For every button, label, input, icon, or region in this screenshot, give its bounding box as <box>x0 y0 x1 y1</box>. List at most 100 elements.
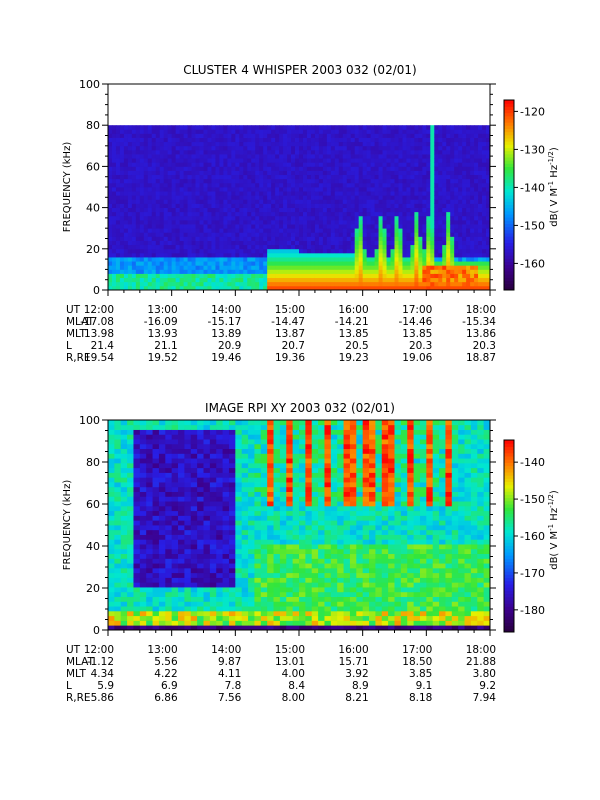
spectrogram-cell <box>478 145 483 151</box>
spectrogram-cell <box>434 145 439 151</box>
spectrogram-cell <box>422 215 427 221</box>
spectrogram-cell <box>228 515 236 521</box>
spectrogram-cell <box>209 534 217 540</box>
spectrogram-cell <box>223 285 228 291</box>
spectrogram-cell <box>190 477 198 483</box>
spectrogram-cell <box>478 170 483 176</box>
spectrogram-cell <box>171 211 177 217</box>
spectrogram-cell <box>120 424 128 430</box>
spectrogram-cell <box>295 125 300 130</box>
spectrogram-cell <box>184 548 192 555</box>
spectrogram-cell <box>235 257 240 262</box>
spectrogram-cell <box>470 228 475 233</box>
spectrogram-cell <box>183 191 188 196</box>
spectrogram-cell <box>370 129 376 134</box>
spectrogram-cell <box>342 261 348 266</box>
spectrogram-cell <box>158 491 166 497</box>
spectrogram-cell <box>267 166 272 171</box>
spectrogram-cell <box>235 606 243 612</box>
colorbar-segment <box>504 217 514 221</box>
spectrogram-cell <box>390 211 395 217</box>
spectrogram-cell <box>228 582 236 588</box>
spectrogram-cell <box>120 572 128 578</box>
spectrogram-cell <box>394 232 399 237</box>
spectrogram-cell <box>287 269 292 274</box>
spectrogram-cell <box>123 158 129 163</box>
spectrogram-cell <box>207 178 212 184</box>
spectrogram-cell <box>279 203 284 208</box>
spectrogram-cell <box>120 491 128 497</box>
spectrogram-cell <box>219 285 224 291</box>
spectrogram-cell <box>178 491 185 497</box>
spectrogram-cell <box>279 178 284 184</box>
spectrogram-cell <box>209 563 217 569</box>
spectrogram-cell <box>299 265 304 270</box>
spectrogram-cell <box>259 261 264 266</box>
spectrogram-cell <box>338 215 344 221</box>
spectrogram-cell <box>133 496 141 502</box>
spectrogram-cell <box>239 203 244 208</box>
spectrogram-cell <box>178 572 185 578</box>
spectrogram-cell <box>346 211 352 217</box>
spectrogram-cell <box>366 207 372 213</box>
spectrogram-cell <box>127 236 133 241</box>
spectrogram-cell <box>370 137 376 143</box>
spectrogram-cell <box>147 187 153 192</box>
spectrogram-cell <box>179 273 185 279</box>
spectrogram-cell <box>251 240 256 246</box>
spectrogram-cell <box>255 261 260 266</box>
spectrogram-cell <box>466 285 471 291</box>
spectrogram-cell <box>147 158 153 163</box>
spectrogram-cell <box>442 273 447 279</box>
spectrogram-cell <box>183 166 188 171</box>
spectrogram-cell <box>216 472 223 478</box>
spectrogram-cell <box>187 141 192 147</box>
spectrogram-cell <box>362 232 368 237</box>
spectrogram-cell <box>275 174 280 180</box>
spectrogram-cell <box>114 601 122 607</box>
spectrogram-cell <box>158 472 166 478</box>
spectrogram-cell <box>450 125 455 130</box>
spectrogram-cell <box>216 577 223 583</box>
spectrogram-cell <box>151 261 157 266</box>
spectrogram-cell <box>127 615 134 621</box>
ephemeris-value: 21.4 <box>91 340 115 352</box>
spectrogram-cell <box>422 265 427 270</box>
spectrogram-cell <box>178 596 185 602</box>
spectrogram-cell <box>378 141 383 147</box>
spectrogram-cell <box>482 207 487 213</box>
spectrogram-cell <box>283 285 288 291</box>
spectrogram-cell <box>386 211 391 217</box>
spectrogram-cell <box>215 219 220 225</box>
spectrogram-cell <box>120 525 128 531</box>
spectrogram-cell <box>322 244 328 250</box>
spectrogram-cell <box>267 244 272 250</box>
spectrogram-cell <box>267 219 272 225</box>
spectrogram-cell <box>338 162 344 167</box>
spectrogram-cell <box>231 240 236 246</box>
spectrogram-cell <box>362 240 368 246</box>
spectrogram-cell <box>306 215 312 221</box>
spectrogram-cell <box>179 174 185 180</box>
spectrogram-cell <box>450 228 455 233</box>
spectrogram-cell <box>358 281 364 287</box>
spectrogram-cell <box>466 199 471 204</box>
spectrogram-cell <box>402 257 407 262</box>
spectrogram-cell <box>115 158 121 163</box>
spectrogram-cell <box>131 211 137 217</box>
spectrogram-cell <box>342 228 348 233</box>
spectrogram-cell <box>354 244 360 250</box>
spectrogram-cell <box>402 125 407 130</box>
spectrogram-cell <box>146 544 153 550</box>
spectrogram-cell <box>187 149 192 155</box>
spectrogram-cell <box>199 219 204 225</box>
spectrogram-cell <box>426 240 431 246</box>
spectrogram-cell <box>243 137 248 143</box>
spectrogram-cell <box>398 215 403 221</box>
spectrogram-cell <box>302 261 308 266</box>
spectrogram-cell <box>279 199 284 204</box>
spectrogram-cell <box>209 544 217 550</box>
spectrogram-cell <box>197 587 204 593</box>
spectrogram-cell <box>127 439 134 445</box>
spectrogram-cell <box>390 244 395 250</box>
